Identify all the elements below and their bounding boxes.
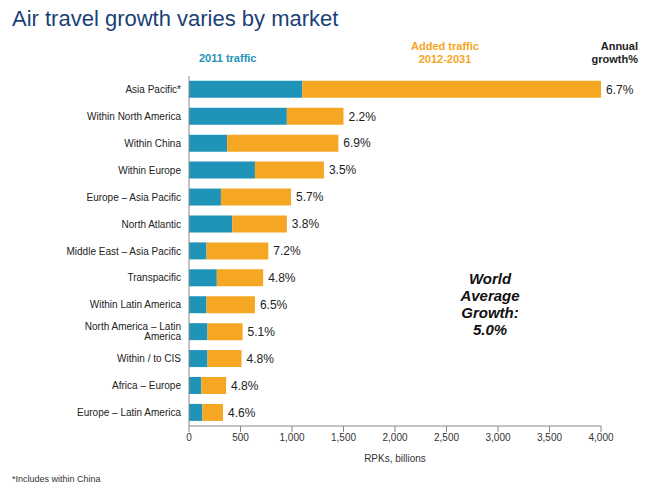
svg-text:500: 500: [232, 432, 249, 443]
svg-text:6.5%: 6.5%: [260, 298, 288, 312]
svg-text:6.9%: 6.9%: [343, 136, 371, 150]
svg-text:6.7%: 6.7%: [606, 83, 634, 97]
html-text:Growth:: Growth:: [461, 304, 519, 321]
svg-text:5.1%: 5.1%: [248, 325, 276, 339]
svg-text:Transpacific: Transpacific: [127, 272, 181, 283]
svg-text:4.8%: 4.8%: [231, 379, 259, 393]
svg-text:2,500: 2,500: [434, 432, 459, 443]
svg-text:1,000: 1,000: [279, 432, 304, 443]
svg-text:7.2%: 7.2%: [273, 244, 301, 258]
svg-text:4,000: 4,000: [588, 432, 613, 443]
html-text:*Includes within China: *Includes within China: [12, 474, 101, 484]
svg-text:Europe – Asia Pacific: Europe – Asia Pacific: [87, 192, 182, 203]
svg-text:4.8%: 4.8%: [247, 352, 275, 366]
svg-text:4.6%: 4.6%: [228, 406, 256, 420]
svg-text:Within Europe: Within Europe: [118, 165, 181, 176]
svg-text:2.2%: 2.2%: [349, 110, 377, 124]
svg-text:North Atlantic: North Atlantic: [122, 219, 181, 230]
html-text:2011 traffic: 2011 traffic: [199, 52, 257, 64]
svg-text:5.7%: 5.7%: [296, 190, 324, 204]
svg-text:Europe – Latin America: Europe – Latin America: [77, 407, 181, 418]
html-text:Added traffic 2012-2031: Added traffic 2012-2031: [411, 40, 479, 65]
html-text:World: World: [468, 270, 512, 287]
svg-text:1,500: 1,500: [331, 432, 356, 443]
svg-text:0: 0: [186, 432, 192, 443]
svg-text:Within China: Within China: [124, 138, 181, 149]
svg-text:Within / to CIS: Within / to CIS: [117, 353, 181, 364]
svg-text:3,500: 3,500: [537, 432, 562, 443]
svg-text:3.8%: 3.8%: [292, 217, 320, 231]
svg-text:North America – LatinAmerica: North America – LatinAmerica: [85, 321, 182, 342]
svg-text:Middle East – Asia Pacific: Middle East – Asia Pacific: [67, 246, 182, 257]
svg-text:Within North America: Within North America: [87, 111, 181, 122]
svg-text:Within Latin America: Within Latin America: [90, 299, 182, 310]
svg-text:3.5%: 3.5%: [329, 163, 357, 177]
svg-text:Asia Pacific*: Asia Pacific*: [125, 84, 181, 95]
svg-text:3,000: 3,000: [485, 432, 510, 443]
html-text:Annual growth%: Annual growth%: [591, 40, 638, 65]
svg-text:RPKs, billions: RPKs, billions: [364, 453, 426, 464]
svg-text:Africa – Europe: Africa – Europe: [112, 380, 181, 391]
html-text:Average: Average: [460, 287, 520, 304]
html-text:5.0%: 5.0%: [472, 321, 508, 338]
svg-text:2,000: 2,000: [382, 432, 407, 443]
html-text:Air travel growth varies by ma: Air travel growth varies by market: [12, 6, 339, 31]
svg-text:4.8%: 4.8%: [268, 271, 296, 285]
